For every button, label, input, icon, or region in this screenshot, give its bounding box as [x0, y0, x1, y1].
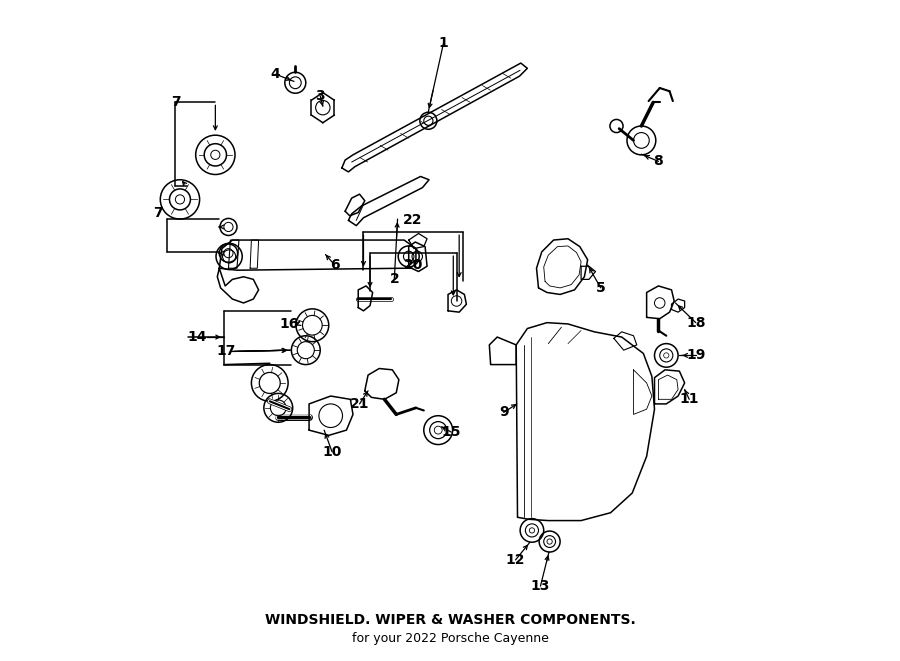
Text: 2: 2: [390, 272, 400, 286]
Text: 17: 17: [216, 344, 236, 358]
Text: 15: 15: [442, 425, 461, 439]
Text: 13: 13: [531, 579, 550, 593]
Text: 3: 3: [315, 89, 325, 103]
Text: 18: 18: [686, 316, 706, 330]
Text: 14: 14: [188, 330, 207, 344]
Text: WINDSHIELD. WIPER & WASHER COMPONENTS.: WINDSHIELD. WIPER & WASHER COMPONENTS.: [265, 613, 635, 627]
Text: 5: 5: [596, 281, 606, 295]
Text: 1: 1: [438, 36, 448, 50]
Text: 7: 7: [171, 95, 181, 110]
Text: 9: 9: [499, 405, 508, 420]
Text: 11: 11: [680, 393, 699, 407]
Text: 21: 21: [350, 397, 369, 411]
Text: 12: 12: [506, 553, 526, 567]
Text: 8: 8: [653, 155, 663, 169]
Text: 10: 10: [322, 445, 342, 459]
Text: 19: 19: [686, 348, 706, 362]
Text: 16: 16: [280, 317, 299, 331]
Text: for your 2022 Porsche Cayenne: for your 2022 Porsche Cayenne: [352, 632, 548, 645]
Text: 4: 4: [271, 67, 281, 81]
Text: 6: 6: [329, 258, 339, 272]
Text: 7: 7: [153, 206, 163, 219]
Text: 22: 22: [403, 214, 422, 227]
Text: 20: 20: [404, 258, 424, 272]
